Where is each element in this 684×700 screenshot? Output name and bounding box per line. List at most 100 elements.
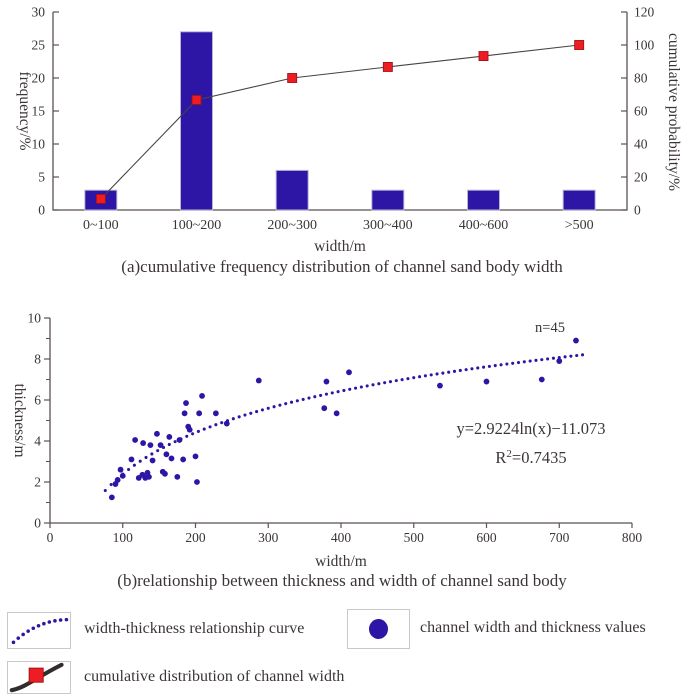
- cumulative-line: [100, 44, 580, 200]
- scatter-point: [556, 358, 563, 364]
- trend-dot: [505, 362, 509, 366]
- r-squared-value: =0.7435: [512, 448, 567, 467]
- trend-dot: [237, 415, 241, 419]
- right-axis-tick-label: 100: [634, 38, 655, 53]
- trend-dot: [301, 397, 305, 401]
- r-squared-base: R: [495, 448, 506, 467]
- legend-swatch-circle: [347, 609, 410, 649]
- frequency-bar: [275, 169, 309, 211]
- scatter-point: [108, 494, 115, 501]
- trend-dot: [499, 363, 503, 367]
- x-tick-label: 500: [404, 530, 425, 545]
- cumulative-marker: [382, 61, 393, 72]
- trend-dot: [266, 406, 270, 410]
- x-tick-label: 400: [331, 530, 352, 545]
- left-axis-tick-label: 5: [38, 170, 45, 185]
- trend-dot: [220, 421, 224, 425]
- panel-a-axes: [52, 12, 628, 211]
- trend-dot: [313, 395, 317, 399]
- legend-label-cumulative: cumulative distribution of channel width: [84, 668, 345, 685]
- trend-dot: [173, 440, 177, 444]
- trend-dot: [464, 368, 468, 372]
- trend-dot: [388, 380, 393, 384]
- scatter-point: [323, 378, 330, 385]
- scatter-point: [321, 405, 328, 412]
- trend-dot: [109, 482, 113, 487]
- panel-b-yaxis-title: thickness/m: [11, 383, 28, 457]
- category-label: >500: [565, 218, 594, 233]
- scatter-point: [194, 479, 200, 485]
- trend-dot: [575, 353, 579, 358]
- trend-dot: [540, 358, 544, 362]
- legend-trend-dot: [64, 617, 69, 622]
- scatter-point: [437, 382, 443, 389]
- scatter-point: [212, 410, 219, 417]
- trend-dot: [103, 488, 107, 493]
- scatter-point: [346, 369, 352, 376]
- x-tick-label: 0: [47, 530, 54, 545]
- trend-dot: [260, 408, 264, 412]
- trend-dot: [435, 372, 439, 376]
- y-tick-label: 8: [34, 352, 41, 367]
- y-tick-label: 2: [34, 475, 41, 490]
- trend-dot: [255, 410, 259, 414]
- scatter-point: [174, 473, 181, 480]
- trend-dot: [307, 396, 311, 400]
- trend-dot: [289, 400, 294, 404]
- scatter-point: [163, 451, 170, 458]
- scatter-point: [183, 400, 189, 406]
- trend-dot: [534, 358, 538, 362]
- left-axis-tick-label: 20: [32, 71, 46, 86]
- trend-dot: [418, 375, 422, 379]
- trend-dot: [580, 353, 585, 357]
- trend-dot: [406, 377, 410, 381]
- scatter-point: [162, 470, 168, 477]
- trend-dot: [144, 455, 148, 460]
- scatter-point: [149, 457, 156, 464]
- y-tick-label: 0: [34, 516, 41, 531]
- legend-trend-dot: [58, 618, 63, 622]
- trend-dot: [249, 411, 253, 415]
- trend-dot: [546, 357, 550, 361]
- legend-trend-dot: [21, 632, 25, 637]
- left-axis-tick-label: 25: [32, 38, 46, 53]
- legend-trend-dot: [53, 619, 57, 623]
- trendline-equation: y=2.9224ln(x)−11.073: [456, 419, 605, 438]
- trend-dot: [191, 432, 195, 436]
- right-axis-tick-label: 20: [634, 170, 648, 185]
- x-tick-label: 200: [185, 530, 206, 545]
- dotted-curve-icon: [11, 617, 69, 645]
- filled-circle-icon: [369, 619, 388, 639]
- trend-dot: [511, 361, 515, 365]
- trend-dot: [156, 449, 160, 453]
- trend-dot: [470, 367, 474, 371]
- r-squared-label: R2=0.7435: [495, 448, 566, 467]
- scatter-point: [483, 378, 490, 385]
- scatter-point: [119, 472, 126, 479]
- trend-dot: [127, 467, 131, 472]
- scatter-point: [132, 437, 139, 443]
- panel-b-caption: (b)relationship between thickness and wi…: [117, 571, 567, 590]
- cumulative-marker: [191, 94, 202, 105]
- trend-dot: [243, 413, 247, 417]
- frequency-bar: [371, 189, 405, 211]
- right-axis-tick-label: 40: [634, 137, 648, 152]
- x-tick-label: 700: [549, 530, 570, 545]
- legend-red-square: [28, 667, 44, 683]
- right-axis-tick-label: 120: [634, 5, 655, 20]
- trend-dot: [295, 399, 299, 403]
- left-axis-tick-label: 0: [38, 203, 45, 218]
- trend-dot: [441, 371, 445, 375]
- scatter-point: [114, 477, 121, 483]
- panel-b-xaxis-title: width/m: [315, 553, 367, 570]
- scatter-point: [128, 456, 135, 463]
- trend-dot: [359, 385, 363, 389]
- trend-dot: [452, 369, 457, 373]
- panel-a-chart: 0 5 10 15 20 25 30 0 20 40 60 80 100 120 0~100 100~200 2…: [16, 5, 682, 277]
- scatter-point: [186, 426, 193, 433]
- frequency-bar: [562, 189, 596, 211]
- scatter-point: [255, 377, 262, 384]
- scatter-point: [333, 410, 340, 417]
